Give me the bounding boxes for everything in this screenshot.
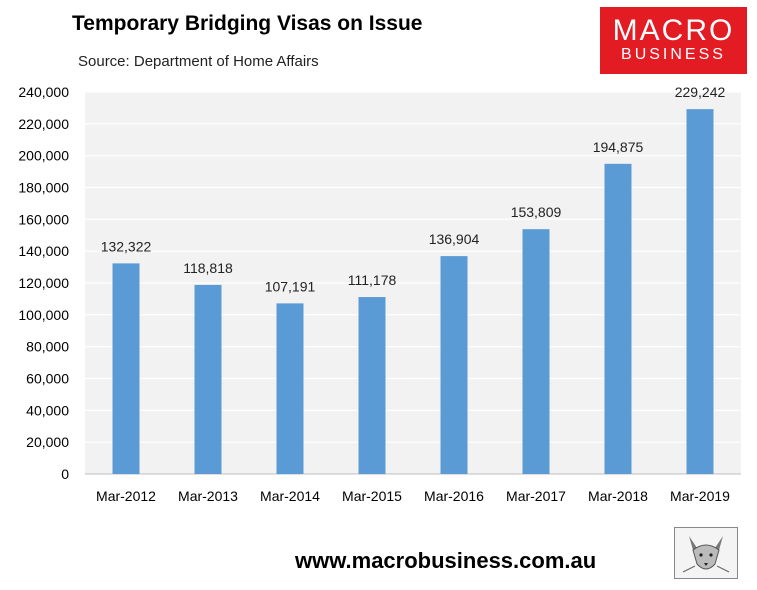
chart-title: Temporary Bridging Visas on Issue xyxy=(72,12,423,35)
data-label: 118,818 xyxy=(183,260,233,276)
data-label: 229,242 xyxy=(675,84,726,100)
x-tick-label: Mar-2019 xyxy=(670,488,730,504)
data-label: 136,904 xyxy=(429,231,480,247)
y-tick-label: 160,000 xyxy=(18,211,69,227)
x-tick-label: Mar-2017 xyxy=(506,488,566,504)
x-tick-label: Mar-2015 xyxy=(342,488,402,504)
bar xyxy=(440,256,468,474)
bar xyxy=(604,163,632,474)
y-tick-label: 140,000 xyxy=(18,243,69,259)
y-tick-label: 0 xyxy=(61,466,69,482)
y-tick-label: 180,000 xyxy=(18,180,69,196)
x-tick-label: Mar-2012 xyxy=(96,488,156,504)
y-tick-label: 120,000 xyxy=(18,275,69,291)
y-tick-label: 60,000 xyxy=(26,371,69,387)
y-tick-label: 240,000 xyxy=(18,84,69,100)
data-label: 132,322 xyxy=(101,238,152,254)
x-tick-label: Mar-2013 xyxy=(178,488,238,504)
data-label: 153,809 xyxy=(511,204,562,220)
footer-url: www.macrobusiness.com.au xyxy=(295,548,597,573)
bar xyxy=(276,303,304,474)
logo-line-2: BUSINESS xyxy=(621,46,726,63)
y-tick-label: 220,000 xyxy=(18,116,69,132)
y-tick-label: 200,000 xyxy=(18,148,69,164)
bar xyxy=(686,109,714,474)
bar xyxy=(194,284,222,474)
bar xyxy=(112,263,140,474)
chart-source: Source: Department of Home Affairs xyxy=(78,53,319,70)
x-tick-label: Mar-2018 xyxy=(588,488,648,504)
y-tick-label: 20,000 xyxy=(26,434,69,450)
data-label: 194,875 xyxy=(593,139,644,155)
y-tick-label: 40,000 xyxy=(26,402,69,418)
data-label: 111,178 xyxy=(348,272,397,288)
logo-line-1: MACRO xyxy=(612,14,735,47)
data-label: 107,191 xyxy=(265,278,316,294)
fox-mascot-icon xyxy=(674,527,738,579)
macrobusiness-logo: MACRO BUSINESS xyxy=(600,7,747,74)
x-tick-label: Mar-2016 xyxy=(424,488,484,504)
y-tick-label: 100,000 xyxy=(18,307,69,323)
x-tick-label: Mar-2014 xyxy=(260,488,320,504)
y-tick-label: 80,000 xyxy=(26,339,69,355)
bar xyxy=(358,297,386,474)
bar xyxy=(522,229,550,474)
